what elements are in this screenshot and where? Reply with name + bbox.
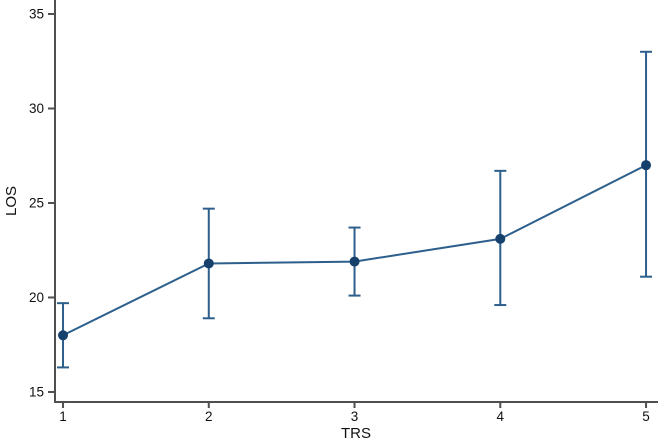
x-tick-label: 1 [59, 409, 67, 424]
y-tick-label: 35 [29, 6, 44, 21]
x-tick-label: 2 [205, 409, 213, 424]
y-tick-label: 25 [29, 195, 44, 210]
data-point-marker [58, 330, 69, 341]
y-axis-title: LOS [3, 186, 20, 216]
x-axis-title: TRS [341, 425, 371, 442]
y-tick-label: 30 [29, 101, 44, 116]
data-point-marker [203, 258, 214, 269]
y-tick-label: 15 [29, 384, 44, 399]
x-tick-label: 3 [351, 409, 359, 424]
plot-area: 15 20 25 30 35 1 2 3 4 5 [29, 0, 658, 424]
y-tick-label: 20 [29, 290, 44, 305]
data-point-marker [349, 256, 360, 267]
data-point-marker [495, 233, 506, 244]
data-point-marker [641, 160, 652, 171]
x-tick-label: 4 [497, 409, 505, 424]
x-tick-label: 5 [642, 409, 650, 424]
